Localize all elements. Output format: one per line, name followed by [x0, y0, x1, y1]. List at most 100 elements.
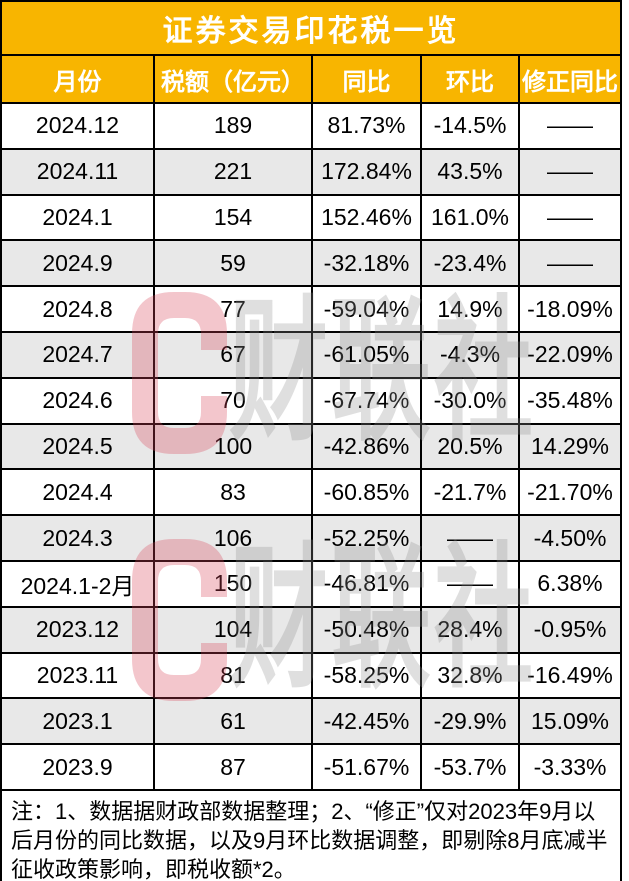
cell-tax-amount: 154: [155, 195, 313, 240]
cell-mom: -29.9%: [422, 699, 520, 744]
column-header: 修正同比: [522, 68, 618, 96]
cell-mom: -53.7%: [422, 745, 520, 789]
cell-adjusted-yoy: -21.70%: [527, 478, 613, 505]
column-header: 同比: [313, 56, 422, 102]
cell-mom: -21.7%: [422, 470, 520, 515]
cell-tax-amount: 87: [155, 745, 313, 789]
table-row: 2023.12 104 -50.48% 28.4% -0.95%: [2, 607, 620, 654]
cell-yoy: -61.05%: [313, 332, 422, 377]
cell-yoy: -60.85%: [313, 470, 422, 515]
cell-mom: -23.4%: [422, 241, 520, 286]
cell-mom: 14.9%: [422, 287, 520, 331]
cell-mom: ——: [422, 561, 520, 606]
cell-tax-amount: 83: [155, 470, 313, 515]
cell-yoy: -59.04%: [313, 287, 422, 331]
cell-month: 2024.1-2月: [2, 561, 155, 606]
cell-month: 2024.8: [2, 287, 155, 331]
cell-adjusted-yoy: ——: [547, 158, 593, 185]
cell-tax-amount: 221: [155, 149, 313, 194]
cell-tax-amount: 100: [155, 424, 313, 469]
cell-month: 2024.7: [2, 332, 155, 377]
table-row: 2024.1-2月 150 -46.81% —— 6.38%: [2, 561, 620, 608]
cell-adjusted-yoy: 6.38%: [537, 570, 603, 597]
cell-adjusted-yoy: -3.33%: [533, 753, 607, 780]
table-row: 2024.3 106 -52.25% —— -4.50%: [2, 516, 620, 562]
cell-month: 2024.12: [2, 104, 155, 148]
column-header: 月份: [2, 56, 155, 102]
cell-month: 2024.4: [2, 470, 155, 515]
cell-month: 2024.1: [2, 195, 155, 240]
cell-adjusted-yoy: ——: [547, 249, 593, 276]
table-header-row: 月份 税额（亿元） 同比 环比 修正同比: [2, 56, 620, 104]
footnote: 注：1、数据据财政部数据整理；2、“修正”仅对2023年9月以后月份的同比数据，…: [2, 790, 620, 881]
table-row: 2024.9 59 -32.18% -23.4% ——: [2, 241, 620, 288]
cell-mom: 43.5%: [422, 149, 520, 194]
table-row: 2024.12 189 81.73% -14.5% ——: [2, 104, 620, 150]
cell-adjusted-yoy: -0.95%: [533, 616, 607, 643]
cell-adjusted-yoy: 14.29%: [530, 432, 609, 459]
cell-tax-amount: 67: [155, 332, 313, 377]
cell-month: 2024.11: [2, 149, 155, 194]
cell-tax-amount: 77: [155, 287, 313, 331]
cell-mom: ——: [422, 516, 520, 560]
cell-yoy: -42.45%: [313, 699, 422, 744]
column-header: 环比: [422, 56, 520, 102]
cell-mom: 28.4%: [422, 607, 520, 652]
table-row: 2024.4 83 -60.85% -21.7% -21.70%: [2, 470, 620, 517]
table-row: 2024.7 67 -61.05% -4.3% -22.09%: [2, 332, 620, 379]
column-header: 税额（亿元）: [155, 56, 313, 102]
cell-yoy: -51.67%: [313, 745, 422, 789]
cell-month: 2024.9: [2, 241, 155, 286]
cell-yoy: 81.73%: [313, 104, 422, 148]
cell-yoy: -52.25%: [313, 516, 422, 560]
cell-month: 2023.9: [2, 745, 155, 789]
table-row: 2024.1 154 152.46% 161.0% ——: [2, 195, 620, 242]
cell-mom: -4.3%: [422, 332, 520, 377]
cell-month: 2023.1: [2, 699, 155, 744]
cell-month: 2024.5: [2, 424, 155, 469]
cell-yoy: -32.18%: [313, 241, 422, 286]
table-row: 2024.5 100 -42.86% 20.5% 14.29%: [2, 424, 620, 471]
cell-tax-amount: 150: [155, 561, 313, 606]
cell-mom: 20.5%: [422, 424, 520, 469]
table-row: 2023.11 81 -58.25% 32.8% -16.49%: [2, 653, 620, 700]
table-row: 2024.8 77 -59.04% 14.9% -18.09%: [2, 287, 620, 333]
cell-tax-amount: 189: [155, 104, 313, 148]
cell-yoy: 172.84%: [313, 149, 422, 194]
cell-mom: -30.0%: [422, 378, 520, 423]
cell-mom: 161.0%: [422, 195, 520, 240]
cell-tax-amount: 61: [155, 699, 313, 744]
cell-yoy: -58.25%: [313, 653, 422, 698]
table-row: 2023.1 61 -42.45% -29.9% 15.09%: [2, 699, 620, 746]
cell-adjusted-yoy: 15.09%: [530, 707, 609, 734]
cell-tax-amount: 104: [155, 607, 313, 652]
cell-yoy: 152.46%: [313, 195, 422, 240]
cell-yoy: -50.48%: [313, 607, 422, 652]
table-title: 证券交易印花税一览: [2, 2, 620, 56]
table-row: 2024.11 221 172.84% 43.5% ——: [2, 149, 620, 196]
table-body: 2024.12 189 81.73% -14.5% —— 2024.11 221 172.84…: [2, 104, 620, 791]
cell-adjusted-yoy: -18.09%: [527, 295, 613, 322]
cell-mom: 32.8%: [422, 653, 520, 698]
cell-adjusted-yoy: -35.48%: [527, 387, 613, 414]
cell-month: 2024.6: [2, 378, 155, 423]
cell-yoy: -67.74%: [313, 378, 422, 423]
table-row: 2024.6 70 -67.74% -30.0% -35.48%: [2, 378, 620, 425]
cell-tax-amount: 106: [155, 516, 313, 560]
cell-yoy: -42.86%: [313, 424, 422, 469]
cell-adjusted-yoy: -16.49%: [527, 661, 613, 688]
cell-adjusted-yoy: ——: [547, 112, 593, 139]
cell-adjusted-yoy: -4.50%: [533, 524, 607, 551]
cell-tax-amount: 81: [155, 653, 313, 698]
cell-mom: -14.5%: [422, 104, 520, 148]
cell-adjusted-yoy: ——: [547, 203, 593, 230]
cell-month: 2024.3: [2, 516, 155, 560]
cell-month: 2023.12: [2, 607, 155, 652]
cell-month: 2023.11: [2, 653, 155, 698]
cell-yoy: -46.81%: [313, 561, 422, 606]
table-row: 2023.9 87 -51.67% -53.7% -3.33%: [2, 745, 620, 791]
cell-adjusted-yoy: -22.09%: [527, 341, 613, 368]
cell-tax-amount: 59: [155, 241, 313, 286]
cell-tax-amount: 70: [155, 378, 313, 423]
